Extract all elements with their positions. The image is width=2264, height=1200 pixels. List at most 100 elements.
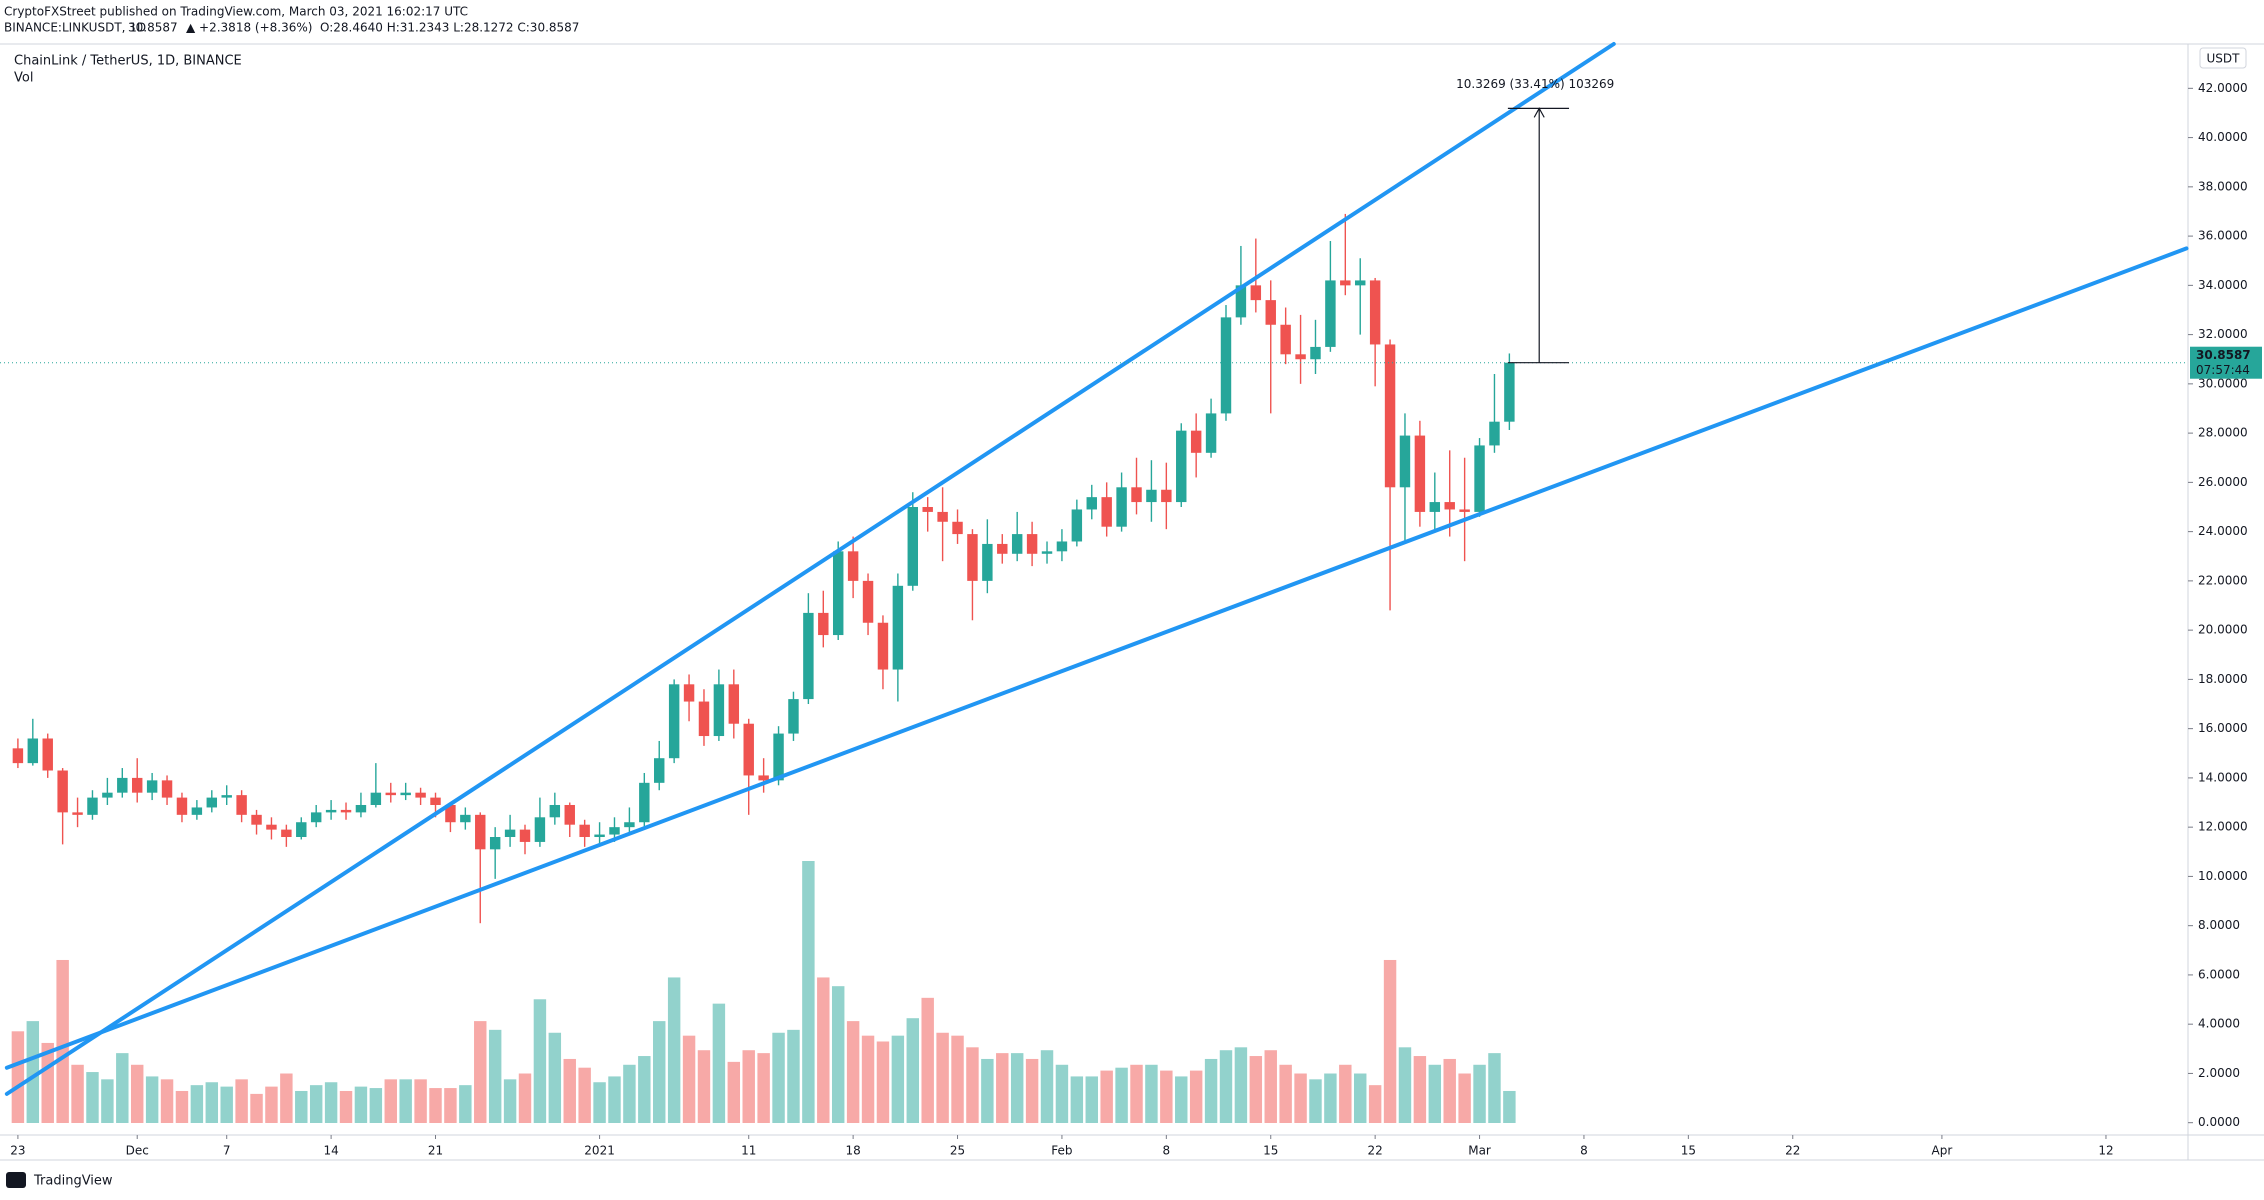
- volume-bar: [1488, 1053, 1501, 1123]
- y-tick-label: 2.0000: [2198, 1066, 2240, 1080]
- candle-body: [952, 521, 963, 535]
- volume-bar: [846, 1021, 860, 1123]
- volume-bar: [26, 1021, 40, 1123]
- volume-bar: [369, 1088, 383, 1123]
- volume-bar: [1175, 1076, 1188, 1123]
- candle-body: [922, 506, 933, 512]
- volume-bar: [56, 959, 69, 1123]
- measure-label: 10.3269 (33.41%) 103269: [1456, 77, 1614, 91]
- candle-body: [57, 770, 68, 813]
- volume-bar: [1324, 1073, 1337, 1123]
- candle-body: [325, 809, 337, 813]
- x-tick-label: Apr: [1932, 1144, 1953, 1158]
- volume-bar: [1443, 1058, 1456, 1123]
- volume-bar: [1055, 1064, 1069, 1123]
- candle-body: [549, 804, 561, 818]
- volume-bar: [399, 1079, 412, 1123]
- candle-body: [967, 534, 978, 581]
- candle-body: [1429, 502, 1441, 512]
- header-last: 30.8587: [128, 21, 178, 35]
- candle-body: [296, 822, 307, 838]
- candle-body: [728, 684, 740, 724]
- candle-body: [788, 699, 799, 734]
- candle-body: [251, 814, 262, 825]
- volume-bar: [1189, 1070, 1203, 1123]
- y-tick-label: 4.0000: [2198, 1017, 2240, 1031]
- candle-body: [146, 780, 158, 793]
- volume-bar: [280, 1073, 293, 1123]
- candle-body: [1146, 489, 1157, 503]
- candle-body: [370, 792, 382, 805]
- volume-bar: [309, 1085, 323, 1123]
- y-tick-label: 34.0000: [2198, 278, 2248, 292]
- candle-body: [504, 829, 516, 838]
- candle-body: [1220, 317, 1232, 414]
- volume-bar: [1085, 1076, 1098, 1123]
- volume-bar: [1264, 1050, 1277, 1123]
- x-tick-label: 8: [1580, 1144, 1588, 1158]
- y-tick-label: 32.0000: [2198, 327, 2248, 341]
- x-tick-label: 22: [1785, 1144, 1800, 1158]
- candle-body: [937, 511, 948, 522]
- candle-body: [489, 837, 501, 850]
- currency[interactable]: USDT: [2207, 52, 2241, 66]
- volume-bar: [444, 1088, 457, 1123]
- volume-bar: [160, 1079, 174, 1123]
- y-tick-label: 24.0000: [2198, 524, 2248, 538]
- volume-bar: [578, 1067, 591, 1123]
- currency-box[interactable]: [2199, 47, 2247, 69]
- x-tick-label: 23: [10, 1144, 25, 1158]
- candle-body: [1041, 551, 1053, 554]
- candle-body: [713, 684, 725, 737]
- trendline: [4, 246, 2189, 1070]
- volume-bar: [130, 1064, 144, 1123]
- volume-bar: [459, 1085, 472, 1123]
- candle-body: [161, 780, 173, 798]
- volume-bar: [653, 1021, 666, 1123]
- candle-body: [847, 551, 859, 581]
- candle-body: [27, 738, 39, 764]
- volume-bar: [250, 1093, 263, 1123]
- candle-body: [862, 580, 874, 623]
- candle-body: [609, 827, 620, 835]
- volume-bar: [1204, 1058, 1218, 1123]
- candle-body: [1369, 280, 1381, 345]
- y-tick-label: 38.0000: [2198, 179, 2248, 193]
- publisher: CryptoFXStreet published on TradingView.…: [4, 5, 468, 19]
- candle-body: [579, 824, 590, 838]
- volume-bar: [593, 1082, 606, 1123]
- volume-bar: [876, 1041, 890, 1123]
- volume-bar: [518, 1073, 532, 1123]
- candle-body: [1325, 280, 1336, 347]
- candle-body: [594, 834, 605, 838]
- candle-body: [624, 822, 635, 828]
- y-tick-label: 26.0000: [2198, 475, 2248, 489]
- header-change: ▲ +2.3818 (+8.36%): [186, 21, 312, 35]
- volume-bar: [831, 986, 845, 1123]
- price-tag-countdown: 07:57:44: [2196, 363, 2250, 377]
- candle-body: [42, 738, 53, 771]
- volume-bar: [772, 1032, 785, 1123]
- candle-body: [400, 792, 411, 796]
- volume-bar: [1428, 1064, 1442, 1123]
- volume-bar: [190, 1085, 204, 1123]
- volume-bar: [742, 1050, 755, 1123]
- candle-body: [1086, 497, 1097, 510]
- candle-body: [1265, 300, 1276, 325]
- brand[interactable]: TradingView: [33, 1174, 113, 1189]
- candle-body: [1131, 487, 1142, 503]
- volume-bar: [638, 1056, 651, 1123]
- volume-bar: [727, 1061, 741, 1123]
- volume-bar: [936, 1032, 949, 1123]
- candle-body: [236, 795, 247, 815]
- candle-body: [445, 804, 456, 823]
- y-tick-label: 28.0000: [2198, 426, 2248, 440]
- price-tag: [2190, 346, 2262, 379]
- candle-body: [340, 809, 352, 813]
- candle-body: [683, 684, 695, 702]
- volume-bar: [921, 997, 934, 1123]
- candle-body: [803, 612, 814, 700]
- candle-body: [310, 812, 322, 823]
- y-tick-label: 20.0000: [2198, 623, 2248, 637]
- candle-body: [1101, 497, 1112, 527]
